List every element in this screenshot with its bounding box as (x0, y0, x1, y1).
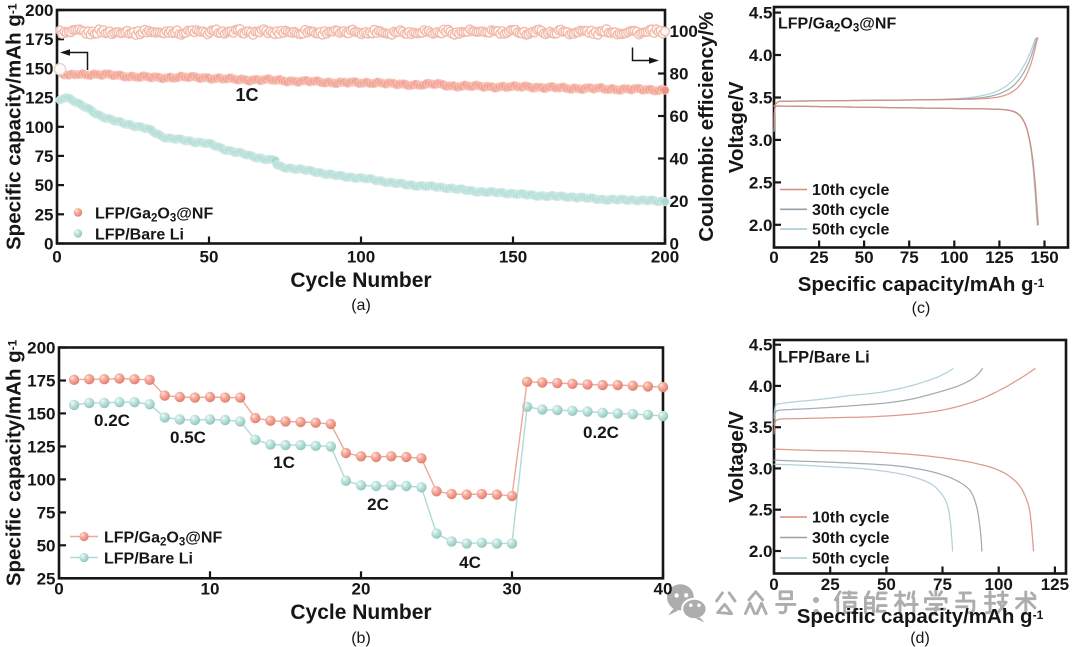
svg-text:Voltage/V: Voltage/V (725, 81, 748, 173)
svg-text:30: 30 (503, 579, 522, 598)
svg-text:150: 150 (1030, 248, 1058, 267)
svg-text:125: 125 (27, 437, 55, 456)
svg-text:(c): (c) (912, 300, 931, 317)
svg-text:30th cycle: 30th cycle (812, 202, 889, 219)
svg-text:25: 25 (35, 205, 54, 224)
svg-text:2C: 2C (367, 495, 389, 514)
svg-text:0: 0 (670, 235, 679, 254)
svg-text:0: 0 (52, 248, 61, 267)
svg-text:1C: 1C (273, 453, 295, 472)
svg-text:10: 10 (201, 579, 220, 598)
svg-text:0: 0 (769, 248, 778, 267)
svg-text:Specific capacity/mAh g-1: Specific capacity/mAh g-1 (797, 605, 1044, 628)
svg-text:0.2C: 0.2C (94, 411, 130, 430)
svg-text:LFP/Ga2O3@NF: LFP/Ga2O3@NF (778, 16, 896, 35)
svg-text:60: 60 (670, 107, 689, 126)
svg-text:LFP/Ga2O3@NF: LFP/Ga2O3@NF (95, 206, 213, 225)
svg-text:150: 150 (25, 59, 53, 78)
svg-text:4.5: 4.5 (749, 336, 773, 355)
svg-text:150: 150 (499, 248, 527, 267)
svg-text:30th cycle: 30th cycle (812, 530, 889, 547)
svg-text:(a): (a) (351, 297, 371, 314)
svg-text:(d): (d) (910, 630, 930, 647)
svg-text:25: 25 (821, 575, 840, 594)
svg-text:0: 0 (54, 579, 63, 598)
svg-text:40: 40 (654, 579, 673, 598)
svg-text:50th cycle: 50th cycle (812, 551, 889, 568)
svg-text:200: 200 (651, 248, 679, 267)
svg-text:0: 0 (44, 235, 53, 254)
svg-text:125: 125 (1041, 575, 1069, 594)
svg-text:0.5C: 0.5C (170, 428, 206, 447)
svg-text:(b): (b) (351, 630, 371, 647)
svg-text:50th cycle: 50th cycle (812, 222, 889, 239)
svg-text:75: 75 (900, 248, 919, 267)
svg-text:10th cycle: 10th cycle (812, 510, 889, 527)
svg-text:4.5: 4.5 (749, 4, 773, 23)
svg-text:80: 80 (670, 65, 689, 84)
svg-text:100: 100 (670, 22, 698, 41)
svg-text:3.5: 3.5 (749, 418, 773, 437)
svg-text:Cycle Number: Cycle Number (290, 601, 431, 624)
svg-text:0.2C: 0.2C (583, 423, 619, 442)
svg-text:Coulombic efficiency/%: Coulombic efficiency/% (695, 12, 718, 242)
svg-text:175: 175 (27, 372, 55, 391)
svg-text:Specific capacity/mAh g-1: Specific capacity/mAh g-1 (3, 3, 26, 250)
svg-text:175: 175 (25, 30, 53, 49)
svg-text:Cycle Number: Cycle Number (290, 269, 431, 292)
svg-text:3.0: 3.0 (749, 459, 773, 478)
svg-text:LFP/Bare Li: LFP/Bare Li (95, 227, 184, 244)
svg-text:1C: 1C (235, 85, 258, 105)
svg-text:Specific capacity/mAh g-1: Specific capacity/mAh g-1 (798, 273, 1045, 296)
svg-text:4.0: 4.0 (749, 377, 773, 396)
svg-text:25: 25 (37, 569, 56, 588)
svg-text:4C: 4C (459, 553, 481, 572)
svg-text:50: 50 (37, 536, 56, 555)
svg-text:Voltage/V: Voltage/V (725, 410, 748, 502)
svg-text:125: 125 (985, 248, 1013, 267)
svg-text:75: 75 (35, 147, 54, 166)
svg-text:10th cycle: 10th cycle (812, 182, 889, 199)
svg-text:200: 200 (27, 339, 55, 358)
svg-text:100: 100 (940, 248, 968, 267)
svg-text:0: 0 (769, 575, 778, 594)
svg-text:LFP/Bare Li: LFP/Bare Li (778, 349, 870, 367)
svg-text:Specific capacity/mAh g-1: Specific capacity/mAh g-1 (3, 339, 26, 586)
svg-text:200: 200 (25, 1, 53, 20)
svg-text:2.5: 2.5 (749, 173, 773, 192)
svg-text:50: 50 (877, 575, 896, 594)
svg-text:25: 25 (810, 248, 829, 267)
svg-text:50: 50 (200, 248, 219, 267)
svg-text:150: 150 (27, 404, 55, 423)
svg-text:50: 50 (855, 248, 874, 267)
svg-text:2.5: 2.5 (749, 501, 773, 520)
svg-text:125: 125 (25, 89, 53, 108)
svg-text:4.0: 4.0 (749, 46, 773, 65)
svg-text:100: 100 (347, 248, 375, 267)
svg-text:2.0: 2.0 (749, 216, 773, 235)
svg-text:40: 40 (670, 150, 689, 169)
svg-text:3.5: 3.5 (749, 89, 773, 108)
svg-text:LFP/Bare Li: LFP/Bare Li (104, 551, 193, 568)
svg-text:2.0: 2.0 (749, 542, 773, 561)
svg-text:20: 20 (352, 579, 371, 598)
svg-text:LFP/Ga2O3@NF: LFP/Ga2O3@NF (104, 530, 222, 549)
svg-text:20: 20 (670, 192, 689, 211)
svg-text:50: 50 (35, 176, 54, 195)
svg-text:3.0: 3.0 (749, 131, 773, 150)
svg-text:100: 100 (27, 470, 55, 489)
svg-text:100: 100 (985, 575, 1013, 594)
svg-text:100: 100 (25, 118, 53, 137)
svg-text:75: 75 (37, 503, 56, 522)
svg-text:75: 75 (933, 575, 952, 594)
